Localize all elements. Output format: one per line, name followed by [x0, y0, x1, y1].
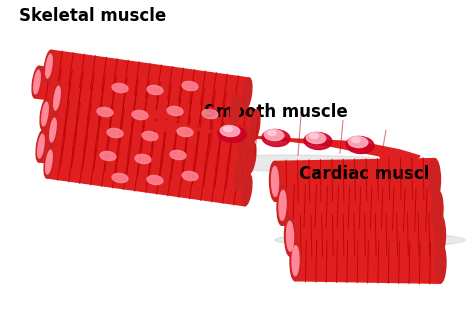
Polygon shape: [290, 214, 440, 256]
Ellipse shape: [275, 233, 465, 248]
Ellipse shape: [277, 185, 288, 225]
Polygon shape: [43, 98, 245, 158]
Ellipse shape: [262, 130, 290, 147]
Ellipse shape: [182, 81, 198, 91]
Polygon shape: [47, 146, 249, 206]
Ellipse shape: [435, 214, 446, 254]
Ellipse shape: [352, 137, 360, 143]
Polygon shape: [47, 50, 249, 110]
Ellipse shape: [147, 85, 163, 94]
Ellipse shape: [107, 128, 123, 137]
Ellipse shape: [135, 154, 151, 164]
Ellipse shape: [268, 131, 276, 135]
Text: Skeletal muscle: Skeletal muscle: [19, 8, 166, 25]
Polygon shape: [146, 110, 178, 120]
Ellipse shape: [32, 66, 42, 98]
Polygon shape: [380, 156, 410, 166]
Ellipse shape: [279, 190, 286, 220]
Ellipse shape: [348, 136, 368, 148]
Ellipse shape: [246, 142, 256, 174]
Ellipse shape: [97, 107, 113, 116]
Ellipse shape: [147, 175, 163, 185]
Ellipse shape: [435, 243, 446, 283]
Ellipse shape: [48, 114, 58, 146]
Ellipse shape: [202, 110, 218, 119]
Ellipse shape: [238, 126, 248, 158]
Ellipse shape: [46, 150, 52, 174]
Text: Cardiac muscle: Cardiac muscle: [299, 165, 440, 183]
Ellipse shape: [38, 134, 44, 158]
Polygon shape: [295, 241, 441, 283]
Ellipse shape: [40, 98, 50, 130]
Ellipse shape: [52, 82, 62, 114]
Ellipse shape: [284, 216, 295, 256]
Polygon shape: [150, 113, 420, 160]
Ellipse shape: [170, 151, 186, 160]
Polygon shape: [148, 121, 180, 133]
Ellipse shape: [304, 133, 332, 150]
Ellipse shape: [220, 125, 240, 136]
Ellipse shape: [177, 127, 193, 136]
Ellipse shape: [180, 155, 400, 171]
Ellipse shape: [63, 148, 247, 168]
Ellipse shape: [242, 78, 252, 110]
Ellipse shape: [242, 174, 252, 206]
Ellipse shape: [429, 159, 440, 198]
Ellipse shape: [346, 136, 374, 154]
Polygon shape: [55, 82, 257, 142]
Ellipse shape: [132, 111, 148, 120]
Polygon shape: [274, 159, 435, 201]
Ellipse shape: [264, 130, 284, 141]
Ellipse shape: [100, 152, 116, 161]
Ellipse shape: [34, 70, 40, 94]
Ellipse shape: [230, 94, 240, 126]
Ellipse shape: [42, 102, 48, 126]
Ellipse shape: [310, 133, 318, 138]
Ellipse shape: [44, 50, 54, 82]
Ellipse shape: [272, 166, 279, 196]
Ellipse shape: [182, 172, 198, 181]
Ellipse shape: [112, 174, 128, 183]
Ellipse shape: [270, 161, 281, 201]
Ellipse shape: [167, 106, 183, 115]
Ellipse shape: [36, 130, 46, 162]
Polygon shape: [35, 66, 237, 126]
Ellipse shape: [112, 83, 128, 92]
Ellipse shape: [44, 146, 54, 178]
Ellipse shape: [46, 54, 52, 78]
Polygon shape: [39, 130, 241, 190]
Ellipse shape: [218, 126, 246, 143]
Ellipse shape: [54, 86, 60, 110]
Ellipse shape: [432, 191, 443, 231]
Ellipse shape: [306, 133, 326, 144]
Text: Smooth muscle: Smooth muscle: [204, 103, 347, 120]
Ellipse shape: [234, 158, 244, 190]
Ellipse shape: [290, 241, 301, 281]
Ellipse shape: [50, 118, 56, 142]
Polygon shape: [378, 148, 408, 158]
Ellipse shape: [292, 246, 299, 276]
Ellipse shape: [250, 110, 260, 142]
Ellipse shape: [286, 221, 293, 251]
Ellipse shape: [224, 126, 232, 132]
Polygon shape: [282, 185, 438, 231]
Ellipse shape: [142, 132, 158, 141]
Polygon shape: [51, 114, 253, 174]
